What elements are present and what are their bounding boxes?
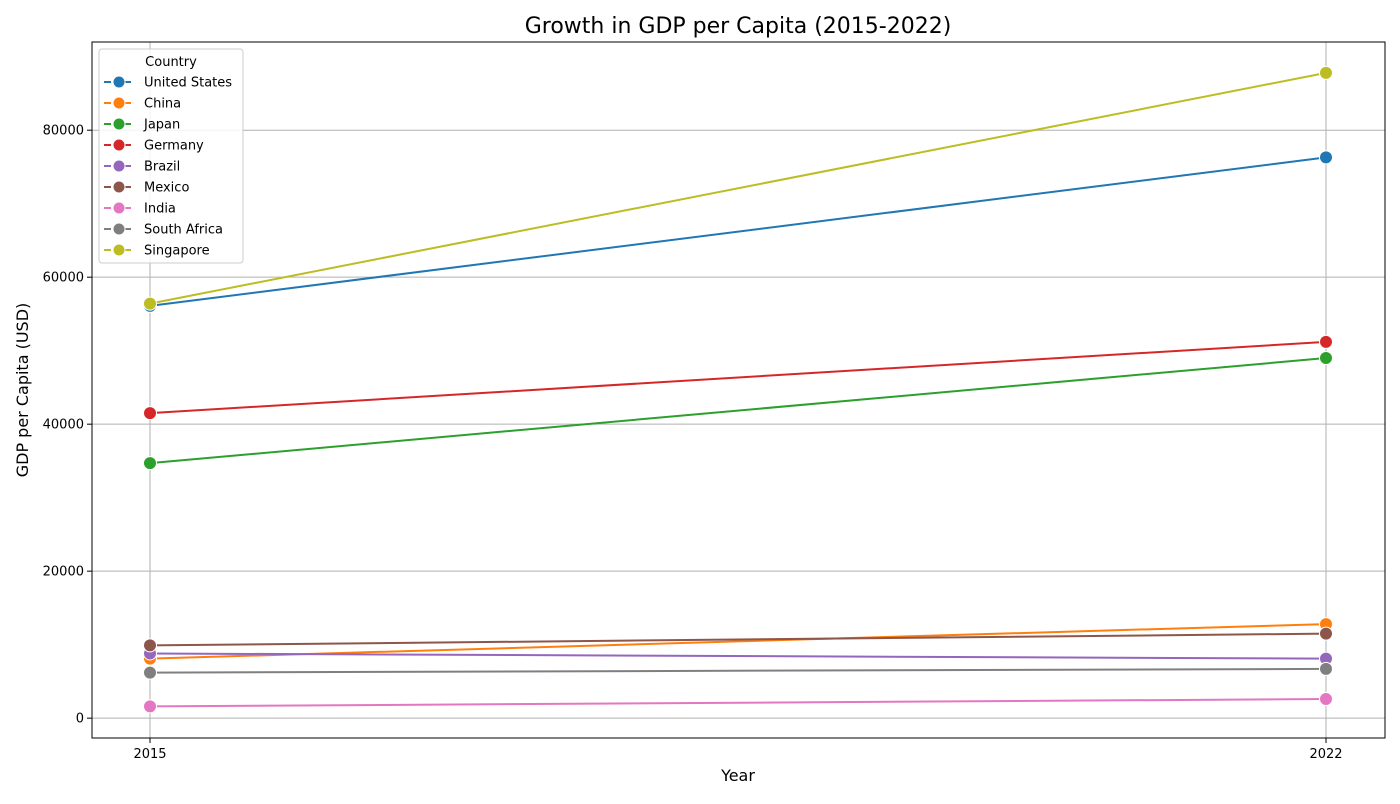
legend-items: United States China Japan Germany Brazil Mexi… — [104, 75, 232, 259]
y-axis-label: GDP per Capita (USD) — [13, 303, 32, 478]
series-line — [149, 698, 1327, 708]
legend-item: United States — [104, 75, 232, 91]
legend-item: Mexico — [104, 180, 189, 196]
legend-label: Brazil — [144, 160, 180, 175]
series-line — [149, 156, 1327, 307]
legend-label: Japan — [143, 118, 180, 133]
legend-marker — [112, 180, 126, 194]
legend-item: Brazil — [104, 159, 180, 175]
series-line — [149, 632, 1327, 647]
data-point — [143, 406, 157, 421]
legend-marker — [112, 138, 126, 152]
series-line — [149, 357, 1327, 465]
data-point — [1319, 692, 1333, 707]
series-group — [143, 334, 1333, 421]
x-tick-label: 2022 — [1309, 747, 1342, 762]
data-point — [143, 638, 157, 653]
legend-label: Singapore — [144, 244, 210, 259]
data-point — [143, 665, 157, 680]
data-point — [143, 699, 157, 714]
series-group — [143, 150, 1333, 313]
legend-label: China — [144, 97, 181, 112]
data-point — [1319, 351, 1333, 366]
legend-item: Japan — [104, 117, 180, 133]
plot-frame — [91, 41, 1386, 739]
legend-label: Germany — [144, 139, 204, 154]
legend-item: Germany — [104, 138, 204, 154]
legend-title: Country — [145, 55, 197, 70]
y-tick-label: 40000 — [43, 418, 84, 433]
legend-marker — [112, 96, 126, 110]
data-point — [1319, 334, 1333, 349]
legend-marker — [112, 222, 126, 236]
legend-item: South Africa — [104, 222, 223, 238]
series-line — [149, 667, 1327, 674]
y-tick-label: 60000 — [43, 271, 84, 286]
data-point — [1319, 661, 1333, 676]
legend-item: India — [104, 201, 176, 217]
series-layer — [143, 65, 1333, 714]
series-line — [149, 652, 1327, 660]
series-line — [149, 340, 1327, 415]
series-line — [149, 71, 1327, 305]
legend-item: China — [104, 96, 181, 112]
x-tick-label: 2015 — [133, 747, 166, 762]
legend-label: South Africa — [144, 223, 223, 238]
series-group — [143, 351, 1333, 471]
series-group — [143, 692, 1333, 714]
legend-label: United States — [144, 76, 232, 91]
data-point — [143, 456, 157, 471]
series-line — [149, 623, 1327, 660]
tick-layer: 0 20000 40000 60000 80000 2015 2022 — [43, 124, 1343, 762]
legend-label: India — [144, 202, 176, 217]
legend-marker — [112, 159, 126, 173]
series-group — [143, 661, 1333, 680]
y-tick-label: 80000 — [43, 124, 84, 139]
legend-marker — [112, 117, 126, 131]
grid-layer — [92, 42, 1385, 738]
y-tick-label: 20000 — [43, 565, 84, 580]
series-group — [143, 646, 1333, 666]
data-point — [143, 296, 157, 311]
legend-marker — [112, 243, 126, 257]
legend-marker — [112, 201, 126, 215]
chart-title: Growth in GDP per Capita (2015-2022) — [525, 14, 952, 39]
x-axis-label: Year — [720, 766, 755, 785]
series-group — [143, 65, 1333, 311]
legend-box — [98, 48, 244, 264]
data-point — [1319, 626, 1333, 641]
series-group — [143, 626, 1333, 653]
legend-label: Mexico — [144, 181, 189, 196]
y-tick-label: 0 — [76, 712, 84, 727]
legend: Country United States China Japan Germany Br… — [98, 48, 244, 264]
data-point — [1319, 150, 1333, 165]
data-point — [1319, 65, 1333, 80]
legend-item: Singapore — [104, 243, 210, 259]
legend-marker — [112, 75, 126, 89]
